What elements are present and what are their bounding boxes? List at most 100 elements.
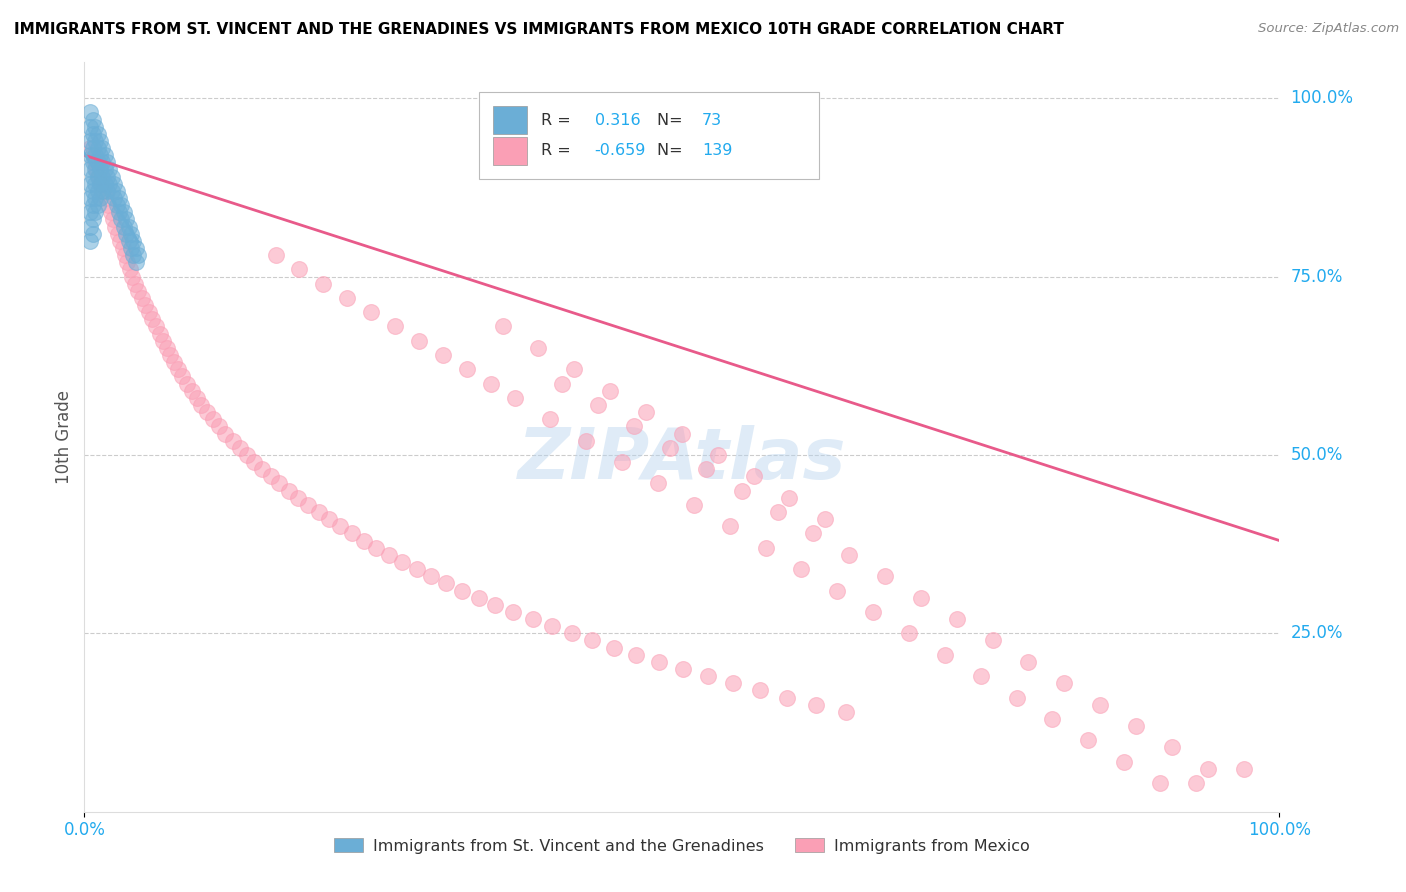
Point [834, 705, 856, 719]
Point [946, 612, 969, 626]
Point [104, 219, 127, 234]
Point [527, 341, 550, 355]
Point [89, 162, 111, 177]
Point [96, 155, 118, 169]
Point [659, 441, 682, 455]
Point [96, 184, 118, 198]
Point [84, 120, 107, 134]
Point [208, 419, 231, 434]
Point [79, 205, 101, 219]
Point [804, 698, 827, 712]
Point [79, 177, 101, 191]
Text: R =: R = [541, 144, 576, 159]
Point [540, 412, 562, 426]
Point [623, 419, 645, 434]
Point [672, 662, 695, 676]
Point [934, 648, 956, 662]
Point [82, 148, 104, 162]
Point [110, 234, 132, 248]
Point [695, 462, 717, 476]
Point [89, 177, 111, 191]
Point [127, 248, 149, 262]
Point [79, 134, 101, 148]
Point [405, 562, 427, 576]
Point [229, 441, 252, 455]
Point [647, 476, 669, 491]
Point [100, 205, 122, 219]
Text: R =: R = [541, 112, 576, 128]
Point [115, 227, 138, 241]
Point [340, 526, 363, 541]
Text: N=: N= [657, 144, 688, 159]
Point [152, 334, 174, 348]
Point [84, 177, 107, 191]
Point [360, 305, 382, 319]
Point [96, 169, 118, 184]
Point [269, 476, 291, 491]
Text: 75.0%: 75.0% [1291, 268, 1343, 285]
Point [84, 155, 107, 169]
Point [79, 219, 101, 234]
Point [1161, 740, 1184, 755]
Point [145, 319, 167, 334]
Point [115, 212, 138, 227]
Point [79, 162, 101, 177]
Text: -0.659: -0.659 [595, 144, 645, 159]
Point [112, 219, 135, 234]
Point [82, 127, 104, 141]
Point [121, 269, 143, 284]
Point [105, 184, 128, 198]
Point [814, 512, 837, 526]
Point [84, 134, 107, 148]
Point [87, 169, 110, 184]
Text: 0.316: 0.316 [595, 112, 640, 128]
Point [312, 277, 335, 291]
Bar [494, 106, 527, 135]
Text: N=: N= [657, 112, 688, 128]
Point [107, 227, 129, 241]
Point [94, 191, 117, 205]
Point [79, 148, 101, 162]
Point [723, 676, 745, 690]
Point [776, 690, 799, 705]
Point [391, 555, 413, 569]
Point [108, 205, 131, 219]
Point [166, 362, 188, 376]
Point [384, 319, 406, 334]
Point [141, 312, 163, 326]
Point [89, 191, 111, 205]
Point [93, 148, 115, 162]
Point [910, 591, 932, 605]
Point [1042, 712, 1064, 726]
Text: 73: 73 [702, 112, 723, 128]
Point [124, 277, 146, 291]
Point [172, 369, 194, 384]
Point [287, 491, 309, 505]
Point [748, 683, 770, 698]
Point [336, 291, 359, 305]
Point [82, 198, 104, 212]
Point [436, 576, 458, 591]
Point [288, 262, 311, 277]
Point [84, 191, 107, 205]
Point [718, 519, 741, 533]
Point [79, 141, 101, 155]
Point [260, 469, 283, 483]
Point [91, 155, 114, 169]
Point [671, 426, 693, 441]
Point [803, 526, 825, 541]
Point [86, 184, 108, 198]
Point [122, 234, 145, 248]
Point [138, 305, 160, 319]
Point [122, 248, 145, 262]
Point [731, 483, 754, 498]
Point [89, 148, 111, 162]
Text: 139: 139 [702, 144, 733, 159]
Point [181, 384, 204, 398]
Text: IMMIGRANTS FROM ST. VINCENT AND THE GRENADINES VS IMMIGRANTS FROM MEXICO 10TH GR: IMMIGRANTS FROM ST. VINCENT AND THE GREN… [14, 22, 1064, 37]
Point [492, 319, 515, 334]
Point [484, 598, 506, 612]
Point [277, 483, 299, 498]
Point [1077, 733, 1099, 747]
Point [93, 184, 115, 198]
